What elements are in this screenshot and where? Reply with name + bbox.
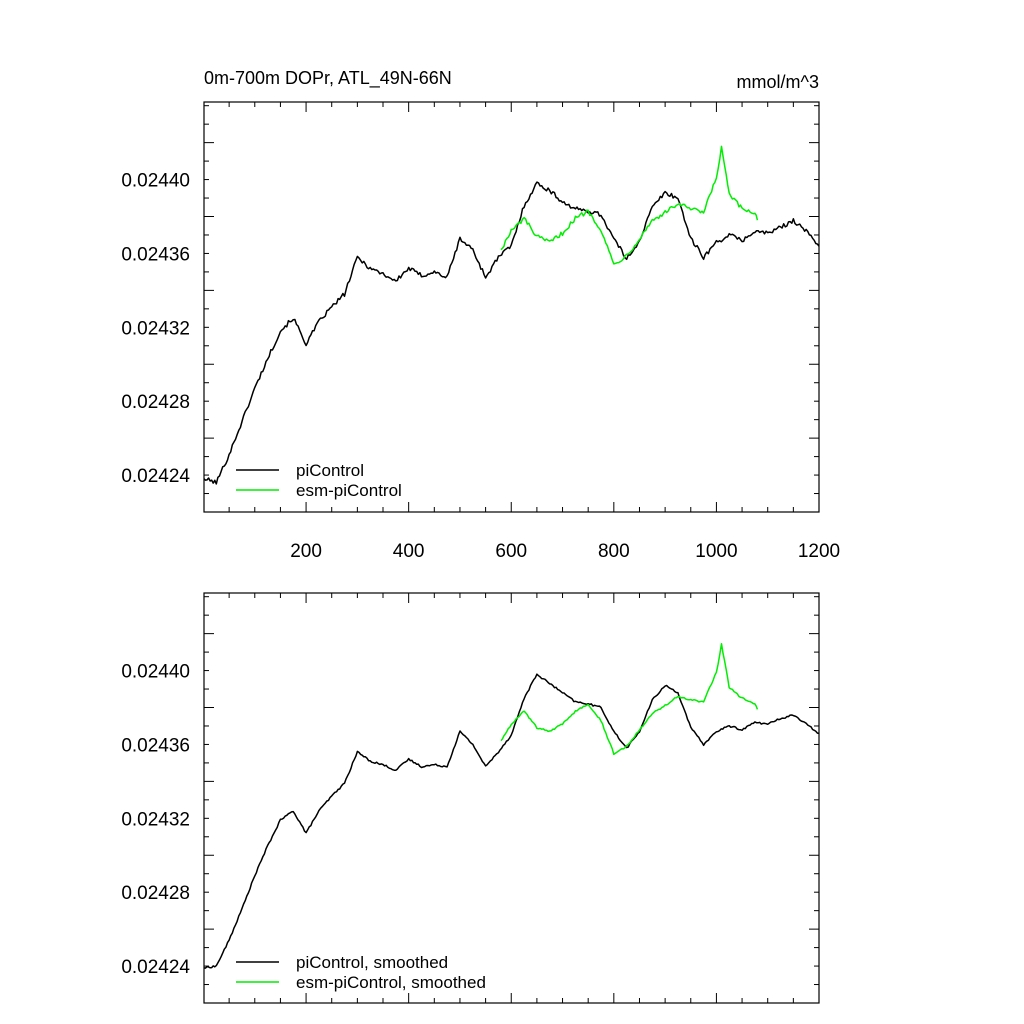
legend-label-esm-picontrol-smoothed: esm-piControl, smoothed xyxy=(296,973,486,992)
units-label: mmol/m^3 xyxy=(737,72,819,92)
top-plot-frame xyxy=(203,101,820,513)
y-tick-label: 0.02424 xyxy=(121,466,190,487)
x-tick-label: 200 xyxy=(290,541,322,562)
series-line-picontrol xyxy=(203,181,820,485)
y-tick-label: 0.02440 xyxy=(121,662,190,683)
x-tick-label: 400 xyxy=(393,541,425,562)
x-tick-label: 800 xyxy=(598,541,630,562)
bottom-series-group xyxy=(203,643,820,969)
y-tick-label: 0.02440 xyxy=(121,171,190,192)
y-tick-label: 0.02428 xyxy=(121,392,190,413)
series-line-esm-picontrol xyxy=(500,145,759,265)
top-legend: piControl esm-piControl xyxy=(236,461,402,500)
top-series-group xyxy=(203,145,820,485)
series-line-picontrol-smoothed xyxy=(203,673,820,969)
bottom-plot-frame xyxy=(203,592,820,1004)
x-tick-label: 600 xyxy=(495,541,527,562)
y-tick-label: 0.02432 xyxy=(121,318,190,339)
bottom-ticks-group xyxy=(204,593,820,1004)
bottom-y-tick-labels: 0.02424 0.02428 0.02432 0.02436 0.02440 xyxy=(121,662,190,978)
y-tick-label: 0.02424 xyxy=(121,957,190,978)
y-tick-label: 0.02428 xyxy=(121,883,190,904)
bottom-panel: 0.02424 0.02428 0.02432 0.02436 0.02440 piCo… xyxy=(121,592,820,1004)
legend-label-esm-picontrol: esm-piControl xyxy=(296,481,402,500)
y-tick-label: 0.02436 xyxy=(121,244,190,265)
top-x-tick-labels: 200 400 600 800 1000 1200 xyxy=(290,541,840,562)
top-panel-title: 0m-700m DOPr, ATL_49N-66N xyxy=(204,68,452,89)
bottom-legend: piControl, smoothed esm-piControl, smoot… xyxy=(236,953,486,992)
series-line-esm-picontrol-smoothed xyxy=(500,643,759,756)
y-tick-label: 0.02432 xyxy=(121,809,190,830)
legend-label-picontrol-smoothed: piControl, smoothed xyxy=(296,953,448,972)
top-panel: 0m-700m DOPr, ATL_49N-66N mmol/m^3 0.024… xyxy=(121,68,840,562)
x-tick-label: 1200 xyxy=(798,541,840,562)
y-tick-label: 0.02436 xyxy=(121,735,190,756)
legend-label-picontrol: piControl xyxy=(296,461,364,480)
top-ticks-group xyxy=(204,102,820,513)
top-y-tick-labels: 0.02424 0.02428 0.02432 0.02436 0.02440 xyxy=(121,171,190,487)
x-tick-label: 1000 xyxy=(695,541,737,562)
